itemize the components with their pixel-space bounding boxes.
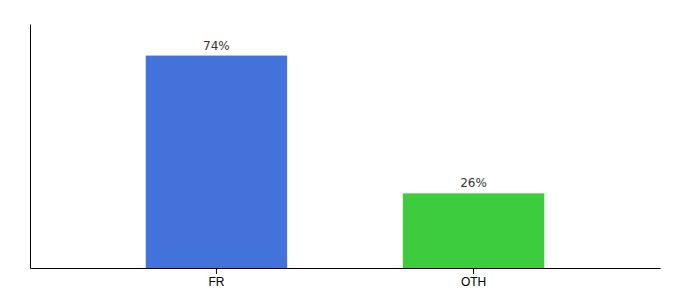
data-labels: 74% 26% <box>203 39 487 191</box>
y-axis <box>30 25 31 269</box>
x-tick-mark <box>216 268 217 274</box>
x-tick: OTH <box>461 268 486 289</box>
data-label: 26% <box>460 176 487 190</box>
y-axis-line <box>30 25 31 269</box>
x-axis: FR OTH <box>31 268 661 289</box>
x-tick-label: FR <box>208 275 224 289</box>
bars <box>146 56 545 268</box>
chart: FR OTH 74% 26% <box>0 0 680 300</box>
x-axis-line <box>31 268 661 269</box>
bar <box>146 56 287 268</box>
data-label: 74% <box>203 39 230 53</box>
bar <box>403 193 544 268</box>
x-tick-mark <box>473 268 474 274</box>
plot: FR OTH 74% 26% <box>31 25 661 289</box>
x-tick: FR <box>208 268 224 289</box>
x-tick-label: OTH <box>461 275 486 289</box>
